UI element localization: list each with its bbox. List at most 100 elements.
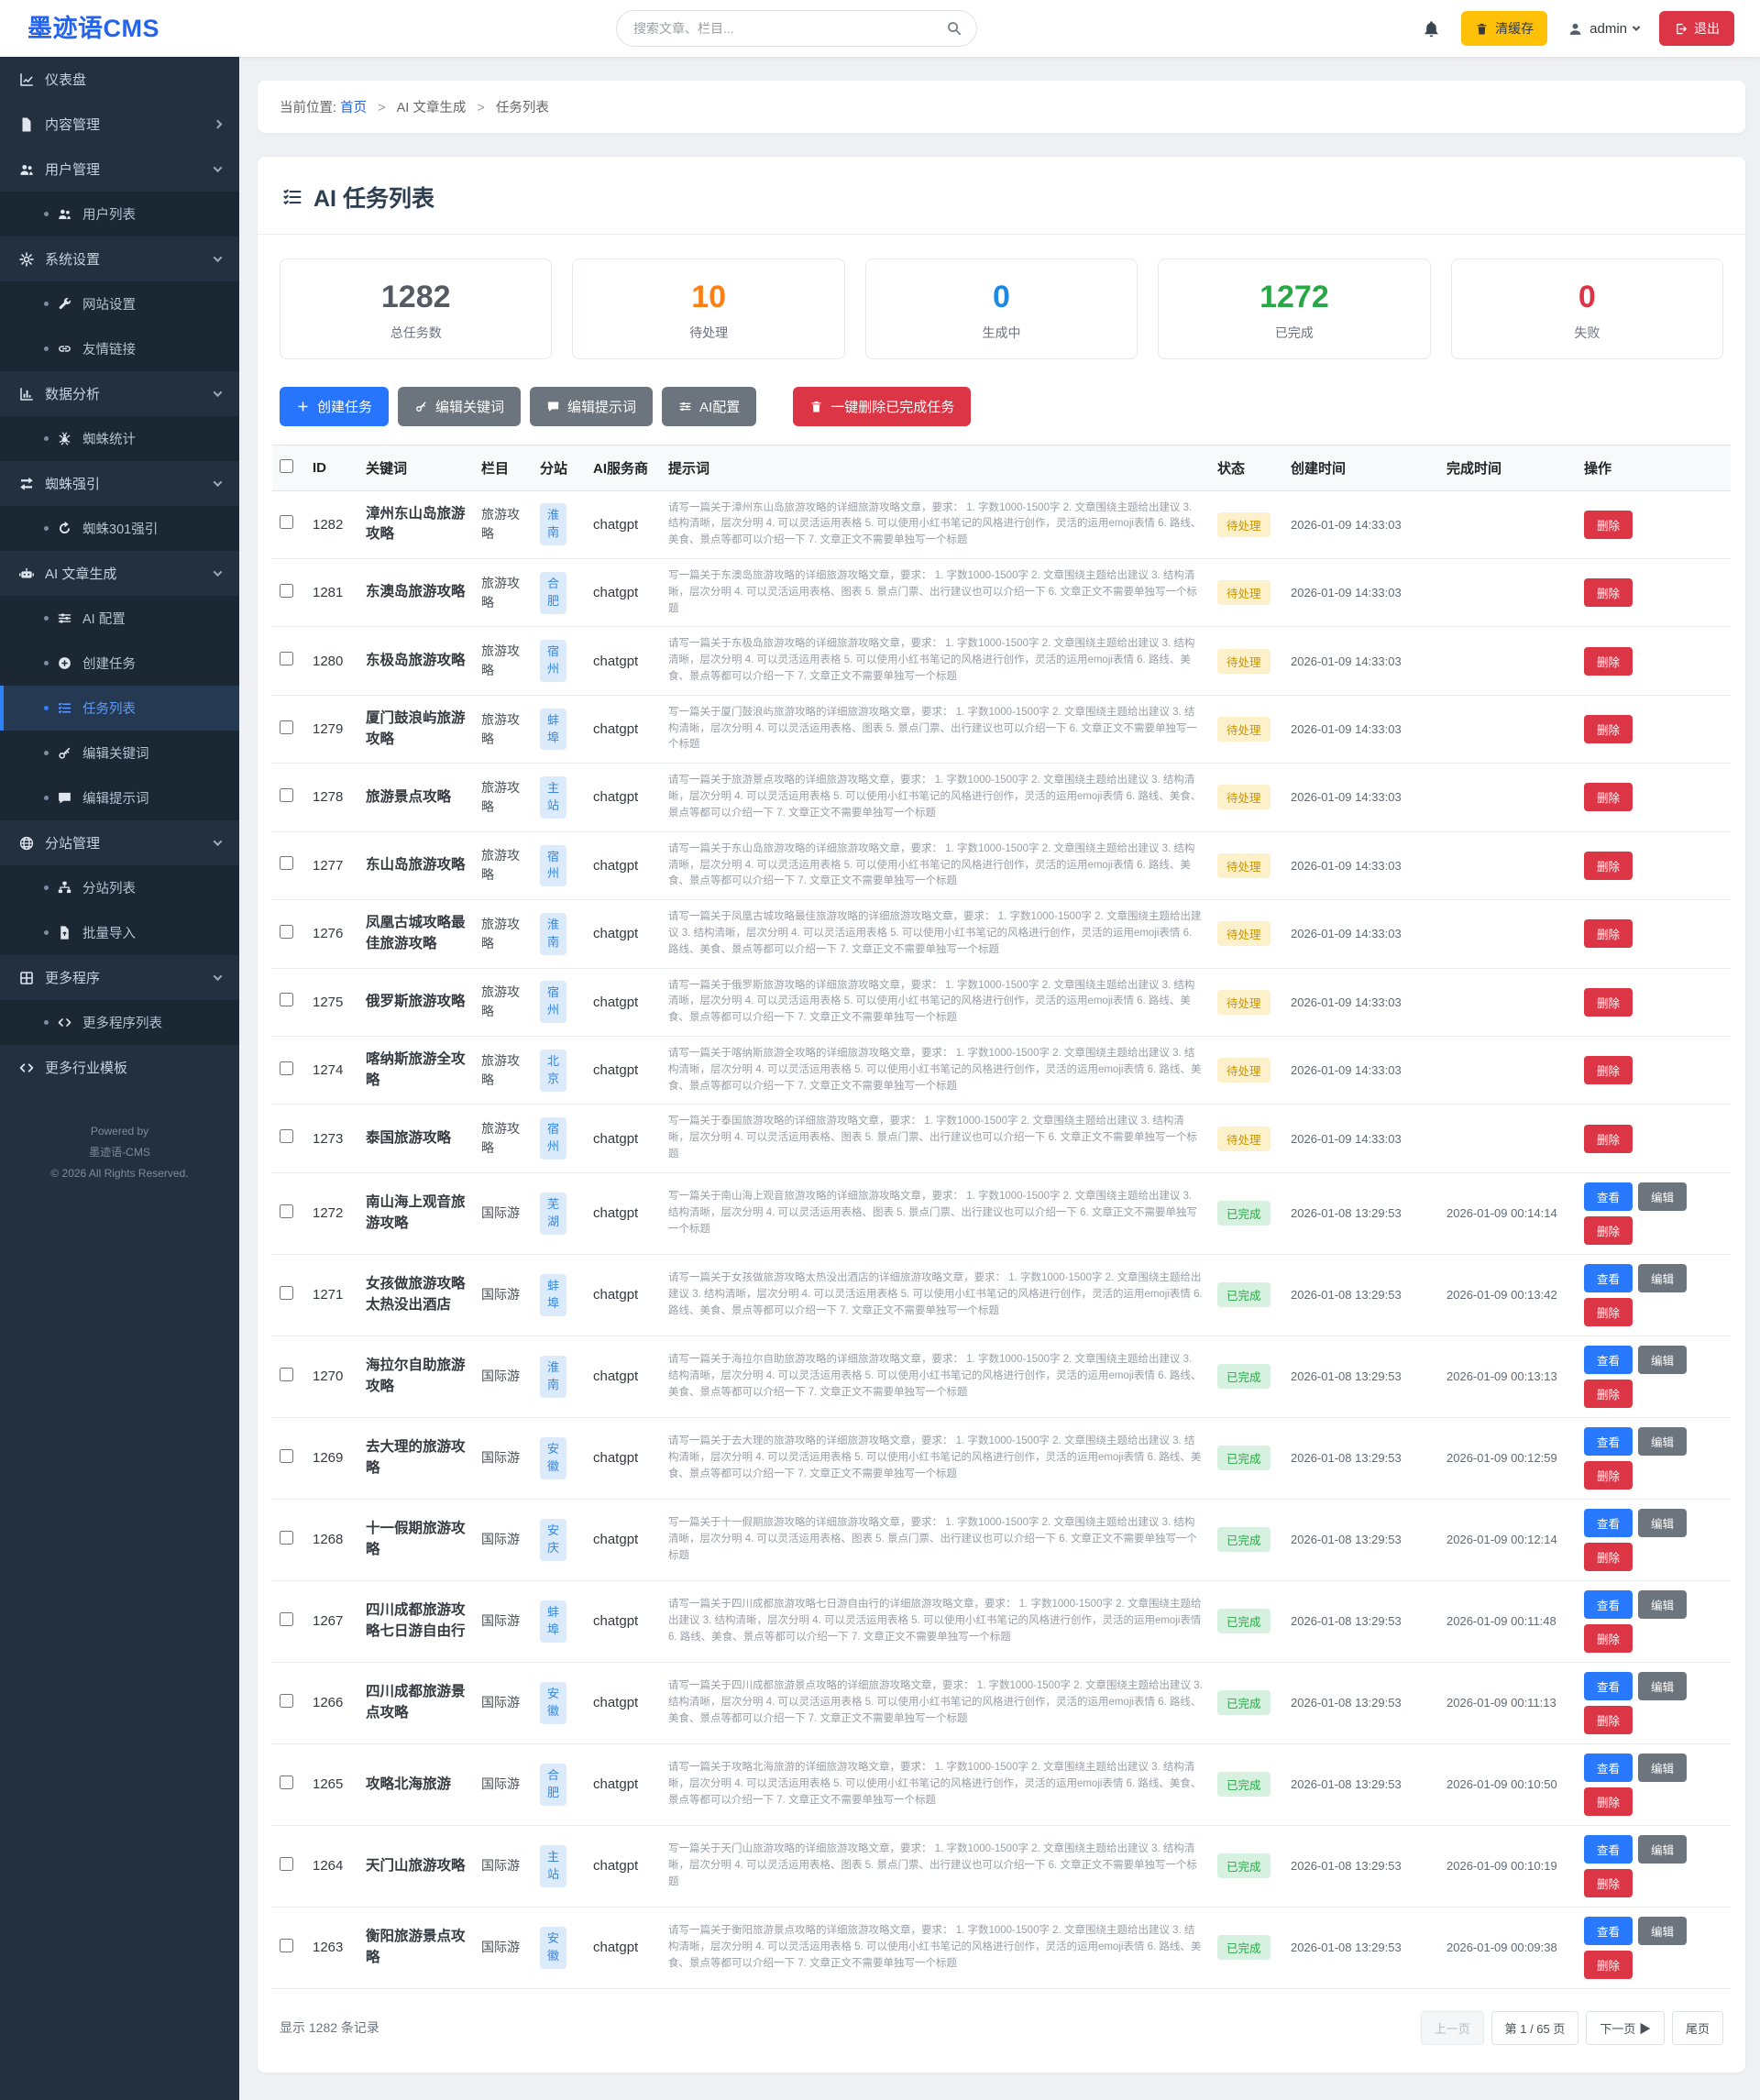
row-checkbox[interactable] xyxy=(280,1367,293,1381)
next-page-button[interactable]: 下一页 ▶ xyxy=(1586,2010,1665,2045)
sidebar-subitem[interactable]: 蜘蛛301强引 xyxy=(0,506,239,551)
view-button[interactable]: 查看 xyxy=(1584,1345,1634,1374)
row-checkbox[interactable] xyxy=(280,1693,293,1708)
delete-button[interactable]: 删除 xyxy=(1584,1705,1634,1734)
edit-button[interactable]: 编辑 xyxy=(1638,1508,1688,1537)
view-button[interactable]: 查看 xyxy=(1584,1671,1634,1700)
sidebar-item[interactable]: 内容管理 xyxy=(0,102,239,147)
delete-button[interactable]: 删除 xyxy=(1584,1379,1634,1408)
delete-button[interactable]: 删除 xyxy=(1584,1868,1634,1897)
sidebar-item[interactable]: 蜘蛛强引 xyxy=(0,461,239,506)
sidebar-subitem[interactable]: 批量导入 xyxy=(0,910,239,955)
delete-button[interactable]: 删除 xyxy=(1584,1124,1634,1153)
edit-button[interactable]: 编辑 xyxy=(1638,1671,1688,1700)
breadcrumb-home-link[interactable]: 首页 xyxy=(340,101,368,115)
delete-button[interactable]: 删除 xyxy=(1584,1215,1634,1245)
delete-button[interactable]: 删除 xyxy=(1584,1460,1634,1490)
sidebar-subitem[interactable]: 编辑关键词 xyxy=(0,731,239,775)
sidebar-subitem[interactable]: 创建任务 xyxy=(0,641,239,686)
sidebar-subitem[interactable]: 友情链接 xyxy=(0,326,239,371)
delete-completed-button[interactable]: 一键删除已完成任务 xyxy=(793,386,972,426)
row-checkbox[interactable] xyxy=(280,1129,293,1144)
row-checkbox[interactable] xyxy=(280,1061,293,1075)
delete-button[interactable]: 删除 xyxy=(1584,1950,1634,1979)
sidebar-subitem[interactable]: AI 配置 xyxy=(0,596,239,641)
sidebar-subitem[interactable]: 用户列表 xyxy=(0,192,239,236)
notifications-button[interactable] xyxy=(1422,19,1441,38)
sidebar-subitem[interactable]: 分站列表 xyxy=(0,865,239,910)
delete-button[interactable]: 删除 xyxy=(1584,851,1634,880)
view-button[interactable]: 查看 xyxy=(1584,1426,1634,1456)
sidebar-subitem[interactable]: 蜘蛛统计 xyxy=(0,416,239,461)
view-button[interactable]: 查看 xyxy=(1584,1589,1634,1619)
row-checkbox[interactable] xyxy=(280,1285,293,1300)
view-button[interactable]: 查看 xyxy=(1584,1834,1634,1864)
edit-button[interactable]: 编辑 xyxy=(1638,1589,1688,1619)
create-task-button[interactable]: 创建任务 xyxy=(280,386,390,426)
view-button[interactable]: 查看 xyxy=(1584,1753,1634,1782)
delete-button[interactable]: 删除 xyxy=(1584,578,1634,608)
search-icon[interactable] xyxy=(945,19,962,37)
row-checkbox[interactable] xyxy=(280,1775,293,1789)
sidebar-item[interactable]: 更多行业模板 xyxy=(0,1045,239,1090)
view-button[interactable]: 查看 xyxy=(1584,1508,1634,1537)
delete-button[interactable]: 删除 xyxy=(1584,987,1634,1017)
row-checkbox[interactable] xyxy=(280,993,293,1007)
row-checkbox[interactable] xyxy=(280,720,293,734)
prev-page-button[interactable]: 上一页 xyxy=(1420,2010,1484,2045)
sidebar-item[interactable]: 分站管理 xyxy=(0,820,239,865)
sidebar-item[interactable]: 用户管理 xyxy=(0,147,239,192)
delete-button[interactable]: 删除 xyxy=(1584,1787,1634,1816)
row-checkbox[interactable] xyxy=(280,924,293,939)
row-checkbox[interactable] xyxy=(280,652,293,666)
view-button[interactable]: 查看 xyxy=(1584,1916,1634,1945)
delete-button[interactable]: 删除 xyxy=(1584,1056,1634,1085)
edit-keywords-button[interactable]: 编辑关键词 xyxy=(398,386,522,426)
sidebar-subitem[interactable]: 网站设置 xyxy=(0,281,239,326)
edit-button[interactable]: 编辑 xyxy=(1638,1916,1688,1945)
sidebar-subitem[interactable]: 更多程序列表 xyxy=(0,1000,239,1045)
row-checkbox[interactable] xyxy=(280,515,293,530)
search-input[interactable] xyxy=(616,10,977,47)
row-checkbox[interactable] xyxy=(280,1938,293,1952)
row-checkbox[interactable] xyxy=(280,787,293,802)
edit-button[interactable]: 编辑 xyxy=(1638,1426,1688,1456)
sidebar-item[interactable]: 仪表盘 xyxy=(0,57,239,102)
sidebar-subitem[interactable]: 任务列表 xyxy=(0,686,239,731)
row-checkbox[interactable] xyxy=(280,856,293,871)
ai-config-button[interactable]: AI配置 xyxy=(662,386,757,426)
row-checkbox[interactable] xyxy=(280,583,293,598)
clear-cache-button[interactable]: 清缓存 xyxy=(1461,11,1548,46)
select-all-checkbox[interactable] xyxy=(280,458,293,473)
edit-button[interactable]: 编辑 xyxy=(1638,1834,1688,1864)
delete-button[interactable]: 删除 xyxy=(1584,715,1634,744)
view-button[interactable]: 查看 xyxy=(1584,1263,1634,1292)
edit-button[interactable]: 编辑 xyxy=(1638,1263,1688,1292)
delete-button[interactable]: 删除 xyxy=(1584,1297,1634,1326)
edit-button[interactable]: 编辑 xyxy=(1638,1182,1688,1211)
view-button[interactable]: 查看 xyxy=(1584,1182,1634,1211)
delete-button[interactable]: 删除 xyxy=(1584,1623,1634,1653)
ai-provider: chatgpt xyxy=(586,1417,661,1500)
logout-button[interactable]: 退出 xyxy=(1659,11,1734,46)
row-checkbox[interactable] xyxy=(280,1856,293,1871)
delete-button[interactable]: 删除 xyxy=(1584,783,1634,812)
delete-button[interactable]: 删除 xyxy=(1584,919,1634,949)
delete-button[interactable]: 删除 xyxy=(1584,510,1634,539)
sidebar-item[interactable]: 系统设置 xyxy=(0,236,239,281)
sidebar-item[interactable]: 更多程序 xyxy=(0,955,239,1000)
row-checkbox[interactable] xyxy=(280,1530,293,1545)
delete-button[interactable]: 删除 xyxy=(1584,646,1634,676)
user-menu[interactable]: admin xyxy=(1568,21,1641,37)
delete-button[interactable]: 删除 xyxy=(1584,1542,1634,1571)
edit-prompts-button[interactable]: 编辑提示词 xyxy=(530,386,654,426)
row-checkbox[interactable] xyxy=(280,1448,293,1463)
edit-button[interactable]: 编辑 xyxy=(1638,1345,1688,1374)
last-page-button[interactable]: 尾页 xyxy=(1671,2010,1723,2045)
sidebar-item[interactable]: AI 文章生成 xyxy=(0,551,239,596)
row-checkbox[interactable] xyxy=(280,1204,293,1218)
edit-button[interactable]: 编辑 xyxy=(1638,1753,1688,1782)
sidebar-item[interactable]: 数据分析 xyxy=(0,371,239,416)
row-checkbox[interactable] xyxy=(280,1611,293,1626)
sidebar-subitem[interactable]: 编辑提示词 xyxy=(0,775,239,820)
